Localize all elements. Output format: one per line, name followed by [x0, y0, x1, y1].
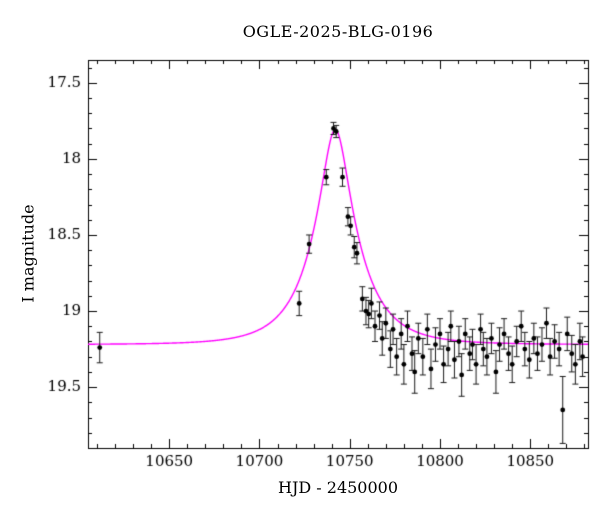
x-axis-label: HJD - 2450000 — [277, 478, 399, 497]
chart-title: OGLE-2025-BLG-0196 — [242, 22, 434, 41]
y-axis-label: I magnitude — [18, 204, 38, 303]
